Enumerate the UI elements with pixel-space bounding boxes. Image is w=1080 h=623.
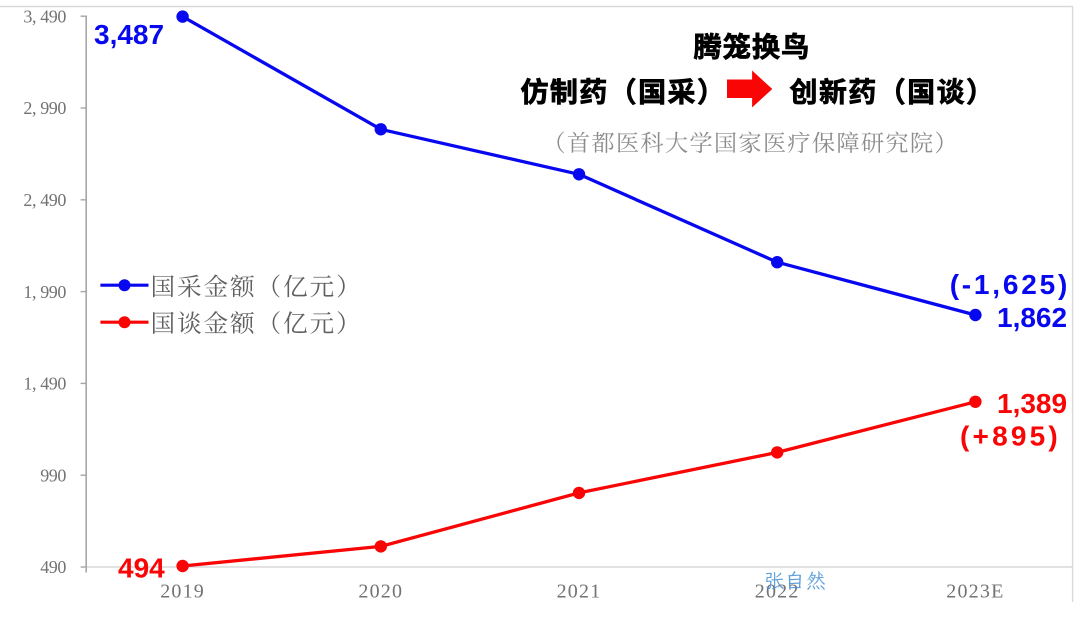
svg-text:490: 490: [40, 557, 66, 577]
svg-text:1, 990: 1, 990: [23, 282, 66, 302]
svg-text:3,487: 3,487: [94, 19, 164, 50]
svg-text:3, 490: 3, 490: [23, 6, 66, 26]
svg-text:(-1,625): (-1,625): [950, 269, 1070, 300]
svg-text:1,862: 1,862: [997, 302, 1067, 333]
svg-text:2021: 2021: [557, 581, 602, 603]
svg-text:1,389: 1,389: [997, 388, 1067, 419]
svg-text:494: 494: [118, 552, 165, 583]
svg-text:2019: 2019: [160, 581, 205, 603]
svg-text:1, 490: 1, 490: [23, 374, 66, 394]
svg-text:2023E: 2023E: [946, 581, 1004, 603]
svg-text:2, 490: 2, 490: [23, 190, 66, 210]
svg-text:2, 990: 2, 990: [23, 98, 66, 118]
svg-text:2022: 2022: [755, 581, 800, 603]
svg-text:990: 990: [40, 465, 66, 485]
svg-text:(+895): (+895): [960, 421, 1061, 452]
svg-text:2020: 2020: [358, 581, 403, 603]
